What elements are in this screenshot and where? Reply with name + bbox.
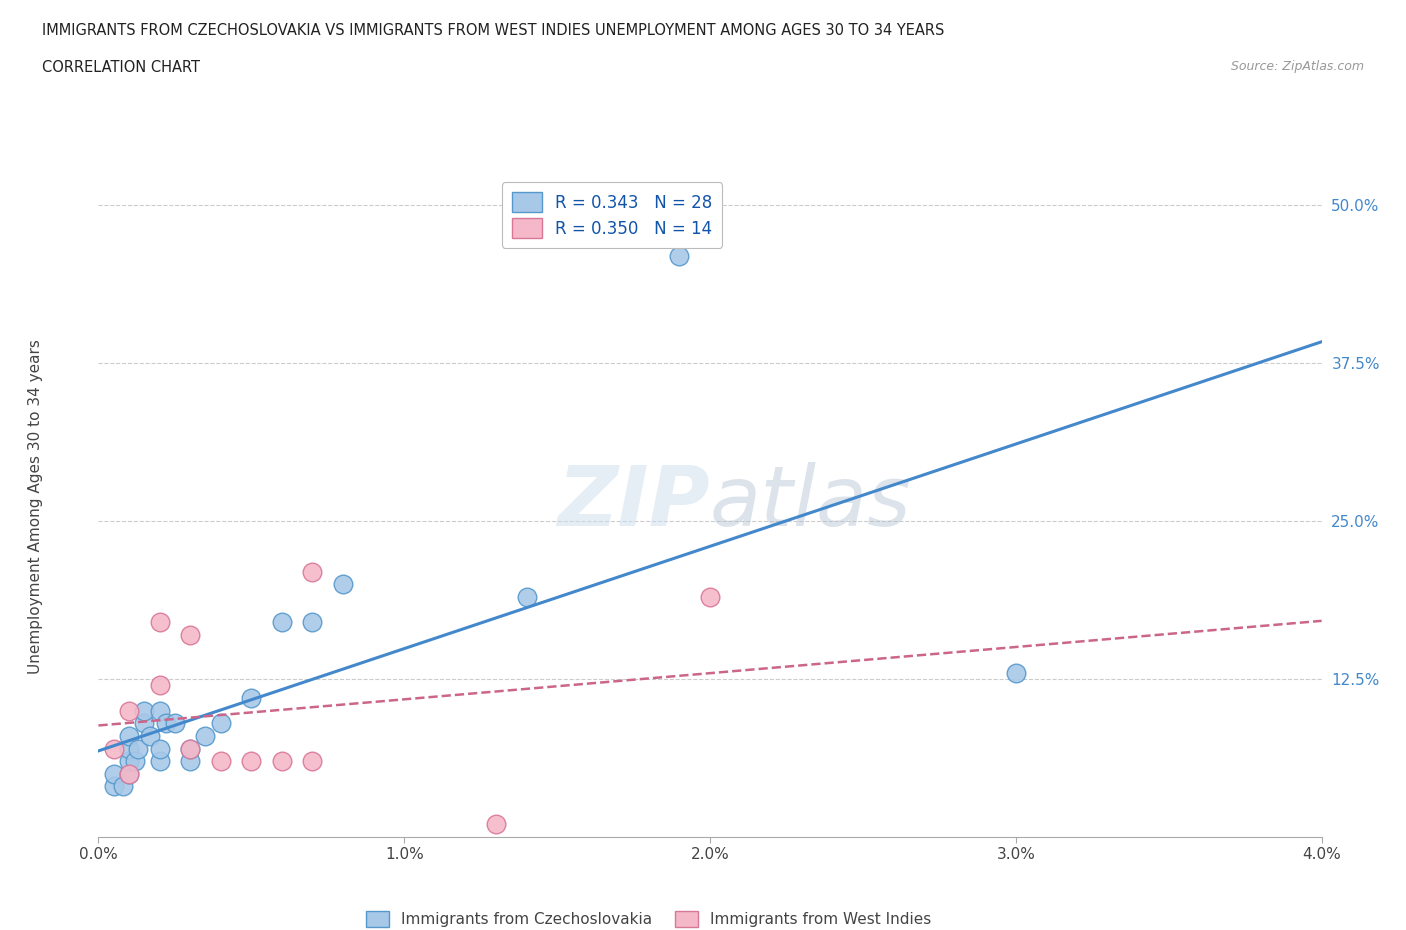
Text: IMMIGRANTS FROM CZECHOSLOVAKIA VS IMMIGRANTS FROM WEST INDIES UNEMPLOYMENT AMONG: IMMIGRANTS FROM CZECHOSLOVAKIA VS IMMIGR… (42, 23, 945, 38)
Point (103, 741, 125, 756)
Point (699, 590, 721, 604)
Text: ZIP: ZIP (557, 461, 710, 543)
Text: Unemployment Among Ages 30 to 34 years: Unemployment Among Ages 30 to 34 years (28, 339, 42, 674)
Point (270, 615, 294, 630)
Point (149, 615, 172, 630)
Point (103, 766, 125, 781)
Point (124, 753, 146, 768)
Point (111, 779, 134, 794)
Point (485, 817, 508, 831)
Point (301, 615, 323, 630)
Point (179, 628, 201, 643)
Point (163, 716, 186, 731)
Point (134, 703, 156, 718)
Point (270, 753, 294, 768)
Point (179, 741, 201, 756)
Point (1004, 665, 1026, 680)
Point (301, 565, 323, 579)
Point (194, 728, 217, 743)
Point (155, 716, 177, 731)
Point (209, 753, 232, 768)
Point (149, 703, 172, 718)
Point (118, 766, 141, 781)
Point (139, 728, 162, 743)
Text: Source: ZipAtlas.com: Source: ZipAtlas.com (1230, 60, 1364, 73)
Point (301, 753, 323, 768)
Point (149, 741, 172, 756)
Point (179, 741, 201, 756)
Point (118, 766, 141, 781)
Point (240, 691, 263, 706)
Point (240, 753, 263, 768)
Point (149, 753, 172, 768)
Point (118, 741, 141, 756)
Legend: Immigrants from Czechoslovakia, Immigrants from West Indies: Immigrants from Czechoslovakia, Immigran… (360, 905, 938, 930)
Point (668, 248, 690, 263)
Text: atlas: atlas (710, 461, 911, 543)
Point (103, 779, 125, 794)
Point (149, 678, 172, 693)
Point (332, 577, 354, 591)
Point (127, 741, 149, 756)
Point (118, 753, 141, 768)
Point (118, 728, 141, 743)
Point (516, 590, 538, 604)
Point (209, 716, 232, 731)
Text: CORRELATION CHART: CORRELATION CHART (42, 60, 200, 75)
Point (134, 716, 156, 731)
Point (118, 703, 141, 718)
Point (179, 753, 201, 768)
